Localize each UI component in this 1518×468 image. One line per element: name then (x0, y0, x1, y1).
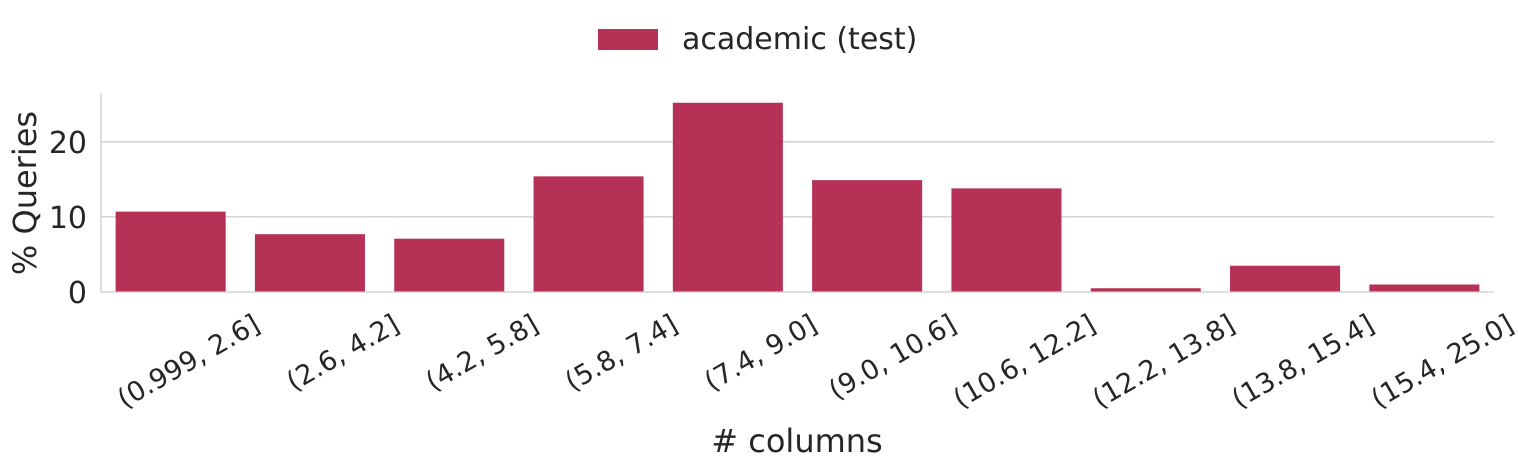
bar (1230, 265, 1341, 292)
x-tick-label: (13.8, 15.4] (1227, 309, 1380, 415)
x-tick-label: (10.6, 12.2] (948, 309, 1101, 415)
bar (672, 102, 783, 292)
x-axis-label: # columns (711, 422, 882, 460)
x-tick-label: (4.2, 5.8] (421, 309, 544, 398)
gridlines (101, 141, 1494, 218)
axes (100, 93, 1494, 293)
bar (1369, 284, 1480, 292)
y-tick-label: 10 (49, 201, 87, 236)
bar (812, 180, 923, 292)
x-tick-label: (2.6, 4.2] (281, 309, 404, 398)
bar (1090, 288, 1201, 292)
x-tick-label: (12.2, 13.8] (1088, 309, 1241, 415)
bar (254, 234, 365, 292)
bar (115, 211, 226, 292)
x-tick-labels: (0.999, 2.6] (2.6, 4.2] (4.2, 5.8] (5.8, 7.… (112, 309, 1518, 415)
y-tick-labels: 0 10 20 (49, 126, 87, 311)
x-tick-label: (5.8, 7.4] (560, 309, 683, 398)
x-tick-label: (7.4, 9.0] (699, 309, 822, 398)
legend-swatch (598, 29, 658, 50)
bar (951, 188, 1062, 292)
legend-label: academic (test) (682, 22, 917, 57)
x-tick-label: (15.4, 25.0] (1366, 309, 1518, 415)
x-tick-label: (9.0, 10.6] (824, 309, 962, 406)
legend: academic (test) (598, 22, 917, 57)
bar (394, 238, 505, 292)
y-tick-label: 0 (68, 276, 87, 311)
bar (533, 176, 644, 292)
y-axis-label: % Queries (6, 111, 44, 275)
x-tick-label: (0.999, 2.6] (112, 309, 265, 415)
bars (115, 102, 1480, 292)
y-tick-label: 20 (49, 126, 87, 161)
